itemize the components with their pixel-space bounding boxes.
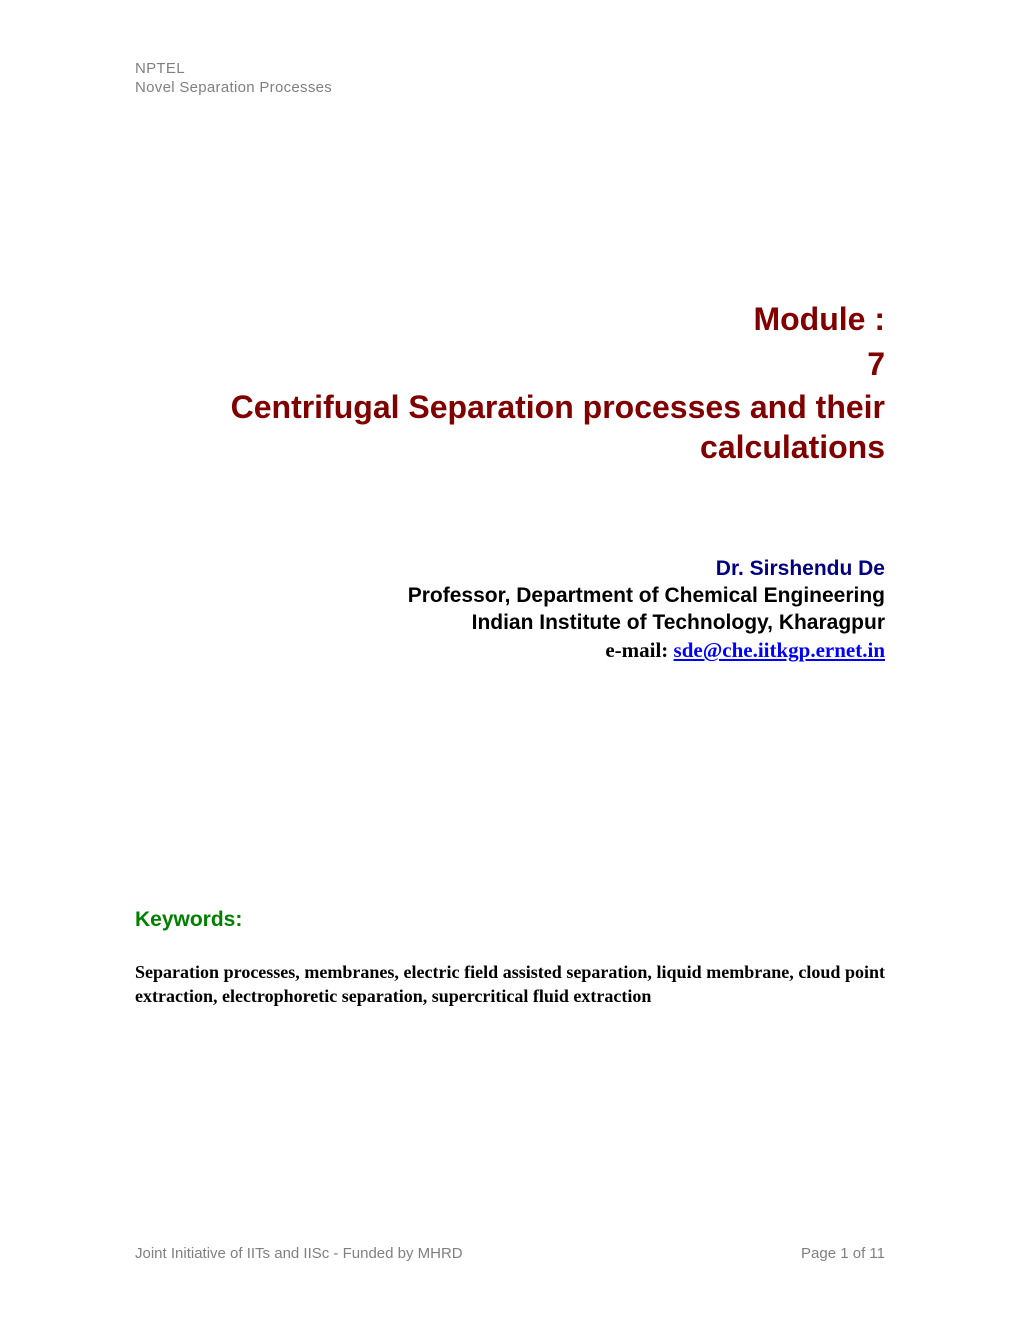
header-course: Novel Separation Processes bbox=[135, 79, 885, 96]
header-org: NPTEL bbox=[135, 60, 885, 77]
page-footer: Joint Initiative of IITs and IISc - Fund… bbox=[135, 1245, 885, 1262]
document-page: NPTEL Novel Separation Processes Module … bbox=[0, 0, 1020, 1320]
author-email-line: e-mail: sde@che.iitkgp.ernet.in bbox=[135, 638, 885, 663]
author-email-link[interactable]: sde@che.iitkgp.ernet.in bbox=[674, 638, 885, 662]
keywords-text: Separation processes, membranes, electri… bbox=[135, 960, 885, 1009]
module-title: Centrifugal Separation processes and the… bbox=[135, 387, 885, 467]
author-title: Professor, Department of Chemical Engine… bbox=[135, 584, 885, 608]
keywords-block: Keywords: Separation processes, membrane… bbox=[135, 908, 885, 1009]
module-title-block: Module : 7 Centrifugal Separation proces… bbox=[135, 301, 885, 467]
footer-right: Page 1 of 11 bbox=[801, 1245, 885, 1262]
email-prefix: e-mail: bbox=[605, 638, 673, 662]
author-institute: Indian Institute of Technology, Kharagpu… bbox=[135, 611, 885, 635]
author-name: Dr. Sirshendu De bbox=[135, 557, 885, 581]
footer-left: Joint Initiative of IITs and IISc - Fund… bbox=[135, 1245, 463, 1262]
author-block: Dr. Sirshendu De Professor, Department o… bbox=[135, 557, 885, 663]
module-label: Module : bbox=[135, 301, 885, 338]
module-number: 7 bbox=[135, 346, 885, 383]
page-header: NPTEL Novel Separation Processes bbox=[135, 60, 885, 96]
keywords-heading: Keywords: bbox=[135, 908, 885, 932]
